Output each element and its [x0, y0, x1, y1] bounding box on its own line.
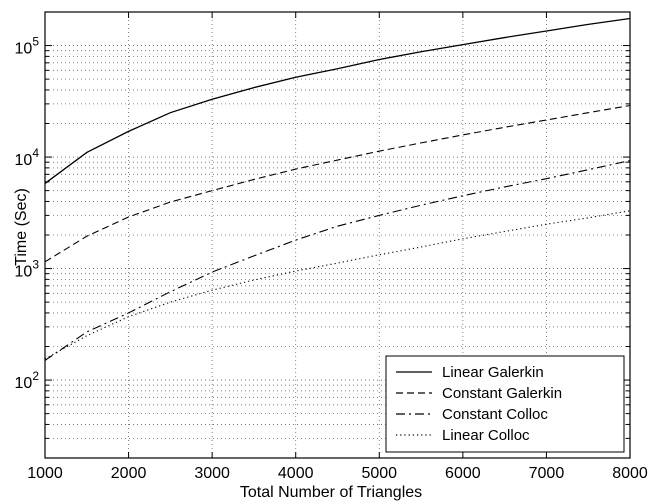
axes [44, 11, 631, 459]
x-tick-label: 5000 [361, 465, 397, 482]
series-line-constant-colloc [44, 160, 631, 361]
legend-label: Linear Colloc [442, 427, 530, 444]
y-tick-label: 104 [15, 146, 40, 169]
legend-label: Linear Galerkin [442, 364, 544, 381]
x-tick-label: 2000 [111, 465, 147, 482]
x-axis-title: Total Number of Triangles [240, 484, 422, 501]
y-tick-label: 103 [15, 258, 40, 281]
series-line-constant-galerkin [44, 104, 631, 263]
grid [45, 12, 630, 458]
tick-labels: 1000 2000 3000 4000 5000 6000 7000 8000 102 103 10… [15, 35, 648, 482]
series-line-linear-galerkin [44, 17, 631, 184]
y-tick-label: 102 [15, 369, 40, 392]
y-tick-label: 105 [15, 35, 40, 58]
legend-label: Constant Colloc [442, 406, 548, 423]
series-lines [44, 17, 631, 361]
legend: Linear Galerkin Constant Galerkin Constant… [385, 355, 625, 453]
x-tick-label: 1000 [27, 465, 63, 482]
x-tick-label: 6000 [445, 465, 481, 482]
y-axis-title: Time (Sec) [13, 188, 30, 266]
x-tick-label: 8000 [612, 465, 648, 482]
legend-label: Constant Galerkin [442, 385, 562, 402]
series-line-linear-colloc [44, 210, 631, 360]
x-tick-label: 7000 [529, 465, 565, 482]
x-tick-label: 4000 [278, 465, 314, 482]
x-tick-label: 3000 [194, 465, 230, 482]
